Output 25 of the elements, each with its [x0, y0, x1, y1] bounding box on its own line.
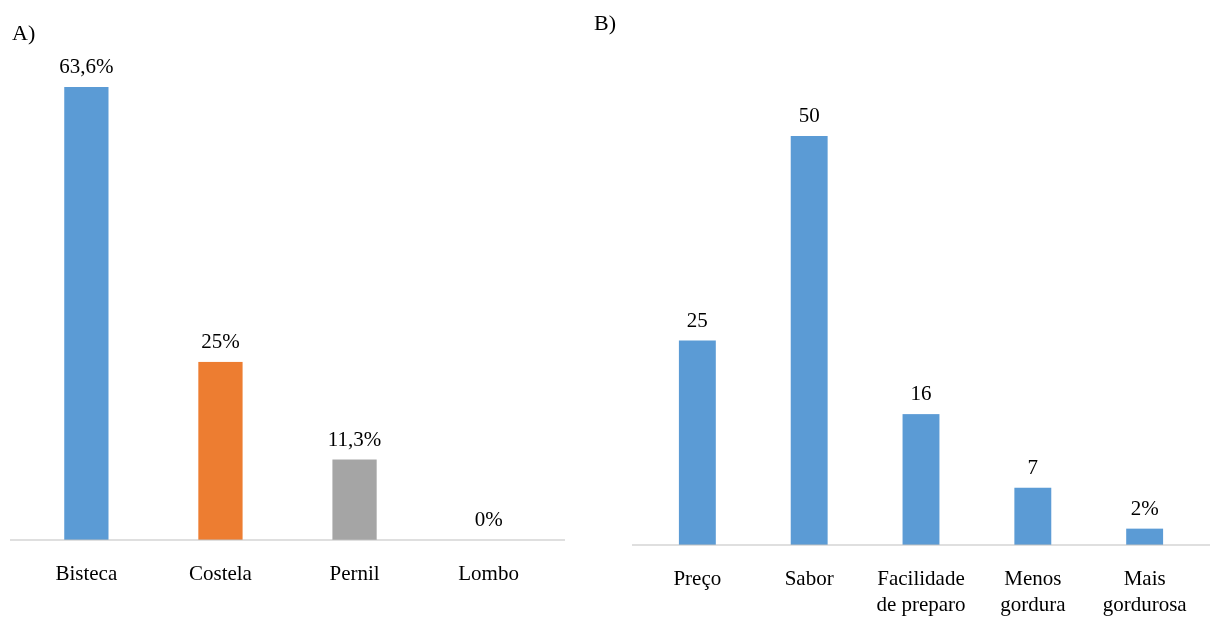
- x-tick-label: Mais gordurosa: [1102, 566, 1188, 616]
- x-tick-label: Menos gordura: [1000, 566, 1067, 616]
- bar: [678, 340, 716, 545]
- data-label: 0%: [474, 507, 503, 531]
- bar: [1126, 528, 1164, 545]
- data-label: 11,3%: [327, 426, 382, 451]
- chart-title: A): [12, 20, 36, 45]
- x-tick-label: Bisteca: [55, 561, 118, 585]
- x-tick-label: Lombo: [458, 561, 519, 585]
- data-label: 7: [1027, 454, 1039, 479]
- x-tick-label: Facilidade de preparo: [876, 566, 966, 616]
- x-tick-label: Preço: [673, 566, 722, 590]
- data-label: 63,6%: [59, 54, 114, 78]
- bar: [902, 414, 940, 545]
- data-label: 2%: [1130, 495, 1159, 520]
- chart-title: B): [594, 10, 616, 35]
- x-tick-label: Sabor: [784, 566, 834, 590]
- bar: [790, 136, 828, 545]
- bar: [1014, 487, 1052, 545]
- data-label: 16: [910, 381, 932, 406]
- data-label: 25: [686, 307, 708, 332]
- x-tick-label: Pernil: [329, 561, 380, 585]
- x-tick-label: Costela: [188, 561, 253, 585]
- data-label: 50: [798, 103, 820, 127]
- data-label: 25%: [201, 328, 240, 353]
